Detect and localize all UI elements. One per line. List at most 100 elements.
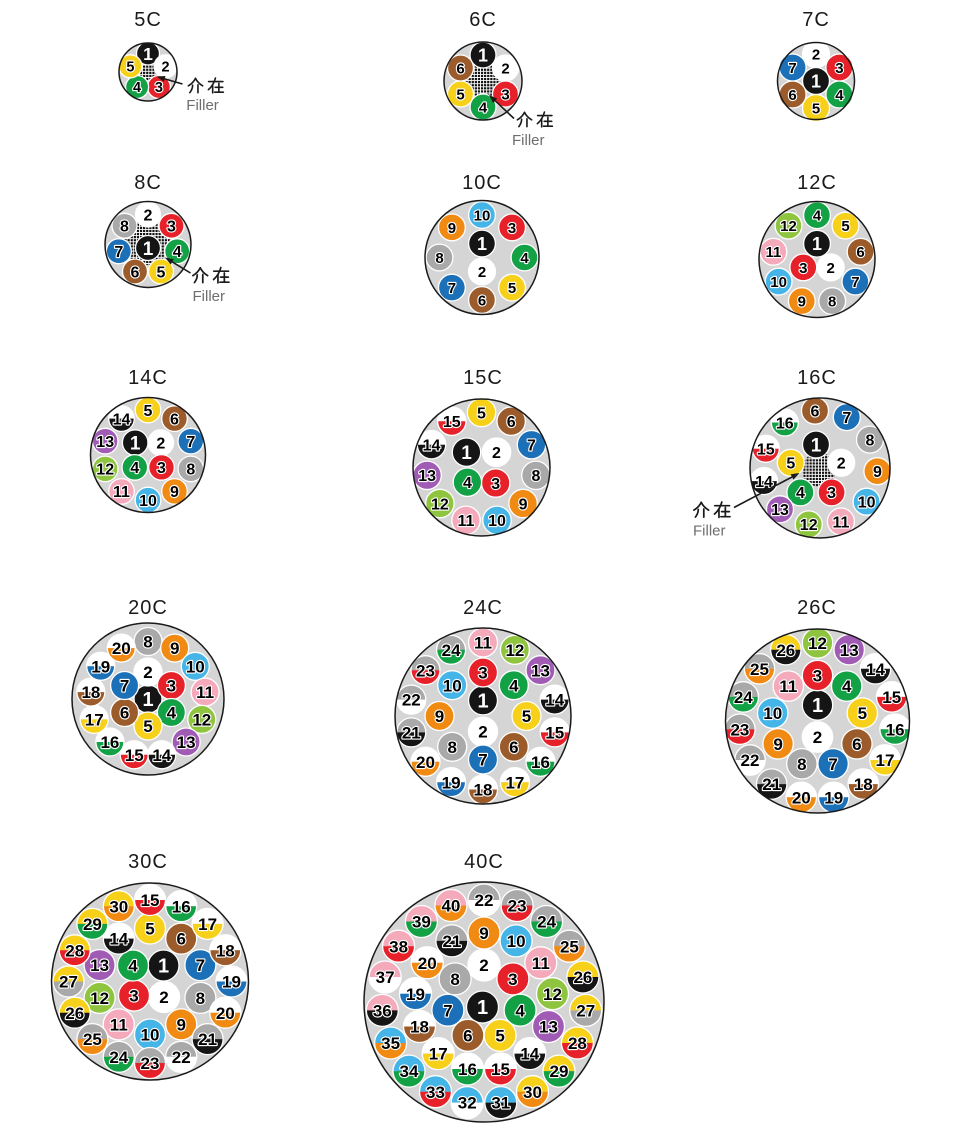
svg-text:5: 5 [495, 1026, 504, 1045]
svg-text:10: 10 [858, 495, 876, 512]
svg-text:11: 11 [765, 244, 781, 261]
svg-text:23: 23 [416, 661, 435, 680]
svg-text:4: 4 [133, 80, 141, 96]
svg-text:12C: 12C [797, 172, 837, 194]
svg-text:12: 12 [800, 517, 818, 534]
svg-text:18: 18 [410, 1018, 429, 1037]
svg-text:5: 5 [858, 704, 867, 723]
svg-text:2: 2 [812, 46, 820, 63]
svg-text:13: 13 [539, 1018, 558, 1037]
svg-text:22: 22 [475, 891, 494, 910]
svg-text:1: 1 [143, 44, 153, 64]
svg-text:7: 7 [828, 755, 837, 774]
svg-text:10: 10 [139, 493, 157, 510]
svg-text:4: 4 [173, 244, 182, 261]
svg-text:40C: 40C [464, 851, 504, 873]
svg-text:1: 1 [811, 72, 821, 92]
svg-text:4: 4 [813, 208, 822, 225]
svg-text:24C: 24C [463, 597, 503, 619]
svg-text:11: 11 [779, 677, 797, 696]
svg-text:11: 11 [458, 513, 475, 530]
svg-text:3: 3 [157, 460, 166, 477]
svg-text:1: 1 [811, 435, 822, 456]
svg-text:1: 1 [812, 234, 822, 254]
svg-text:6: 6 [120, 704, 129, 723]
svg-text:5: 5 [508, 280, 516, 297]
svg-text:25: 25 [750, 660, 769, 679]
svg-text:14: 14 [423, 438, 441, 455]
svg-text:Filler: Filler [512, 132, 545, 149]
svg-text:29: 29 [550, 1062, 569, 1081]
svg-text:3: 3 [827, 485, 836, 502]
svg-text:4: 4 [463, 475, 472, 492]
svg-text:37: 37 [376, 968, 395, 987]
svg-text:6: 6 [509, 738, 518, 757]
svg-text:22: 22 [741, 751, 760, 770]
svg-text:4: 4 [130, 460, 139, 477]
svg-text:12: 12 [505, 641, 524, 660]
svg-text:30: 30 [109, 897, 128, 916]
svg-text:11: 11 [110, 1016, 128, 1035]
svg-text:3: 3 [508, 220, 516, 237]
svg-text:1: 1 [461, 443, 472, 464]
svg-text:15: 15 [757, 442, 775, 459]
svg-text:Filler: Filler [193, 288, 226, 305]
svg-text:18: 18 [216, 941, 235, 960]
svg-text:21: 21 [762, 775, 781, 794]
svg-text:Filler: Filler [186, 97, 219, 114]
svg-text:3: 3 [155, 80, 163, 96]
svg-text:13: 13 [90, 956, 109, 975]
svg-text:10: 10 [141, 1026, 160, 1045]
svg-text:9: 9 [176, 1016, 185, 1035]
svg-text:15: 15 [882, 688, 901, 707]
svg-text:19: 19 [222, 973, 241, 992]
svg-text:6: 6 [852, 735, 861, 754]
svg-text:2: 2 [478, 264, 486, 281]
svg-text:7C: 7C [802, 9, 830, 31]
svg-text:8: 8 [447, 738, 456, 757]
svg-text:4: 4 [515, 1001, 525, 1020]
svg-text:18: 18 [854, 775, 873, 794]
svg-text:40: 40 [441, 897, 460, 916]
svg-text:23: 23 [508, 897, 527, 916]
svg-text:8: 8 [196, 989, 205, 1008]
svg-text:1: 1 [142, 689, 153, 711]
svg-text:2: 2 [478, 723, 487, 742]
svg-text:17: 17 [876, 751, 895, 770]
svg-text:2: 2 [827, 260, 835, 277]
svg-text:1: 1 [477, 997, 488, 1019]
svg-text:8: 8 [866, 432, 875, 449]
svg-text:9: 9 [519, 496, 528, 513]
svg-text:8C: 8C [134, 172, 162, 194]
svg-text:18: 18 [81, 683, 100, 702]
svg-text:10: 10 [763, 704, 782, 723]
svg-text:19: 19 [91, 657, 110, 676]
svg-text:4: 4 [835, 87, 844, 104]
svg-text:8: 8 [120, 219, 129, 236]
svg-text:16: 16 [886, 720, 905, 739]
svg-text:28: 28 [65, 941, 84, 960]
svg-text:3: 3 [129, 987, 138, 1006]
svg-text:17: 17 [429, 1045, 448, 1064]
svg-text:4: 4 [520, 250, 529, 267]
svg-text:11: 11 [832, 514, 849, 531]
svg-text:17: 17 [505, 773, 524, 792]
svg-text:8: 8 [143, 633, 152, 652]
svg-text:6: 6 [456, 60, 464, 77]
svg-text:12: 12 [192, 711, 211, 730]
svg-text:6: 6 [856, 244, 864, 261]
svg-text:8: 8 [435, 250, 443, 267]
svg-text:4: 4 [479, 99, 488, 116]
svg-text:8: 8 [186, 462, 195, 479]
svg-text:8: 8 [450, 970, 459, 989]
svg-text:5: 5 [145, 920, 154, 939]
svg-text:12: 12 [90, 989, 109, 1008]
svg-text:14: 14 [520, 1045, 539, 1064]
svg-text:2: 2 [813, 728, 822, 747]
svg-text:6C: 6C [469, 9, 497, 31]
svg-text:6: 6 [176, 930, 185, 949]
svg-text:1: 1 [477, 234, 487, 254]
svg-text:5: 5 [522, 707, 531, 726]
svg-text:33: 33 [426, 1083, 445, 1102]
svg-text:15C: 15C [463, 367, 503, 389]
